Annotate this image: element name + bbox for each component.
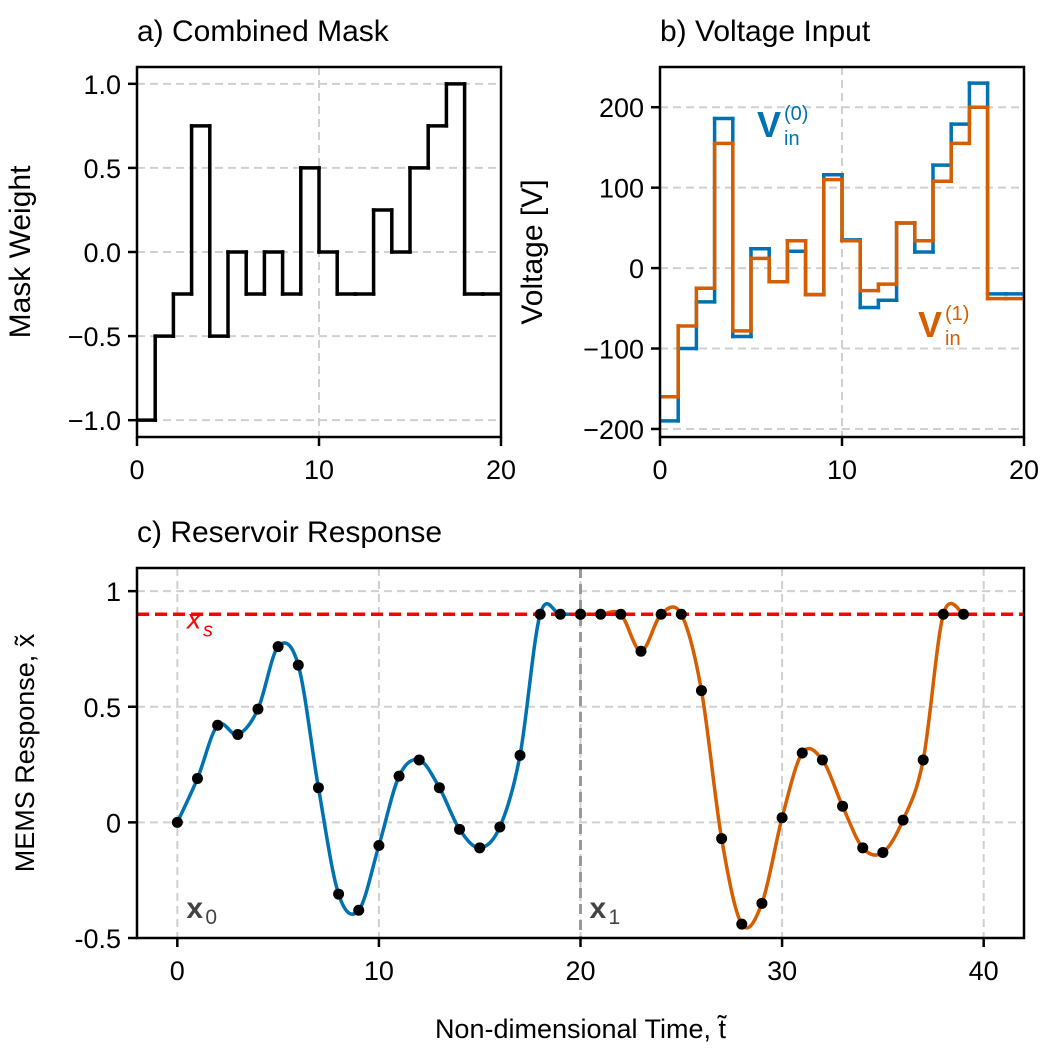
sample-point [937, 608, 949, 620]
sample-point [534, 608, 546, 620]
sample-point [494, 821, 506, 833]
y-tick-label: 1.0 [83, 70, 121, 100]
sample-point [191, 772, 203, 784]
legend-label: V [918, 304, 942, 345]
sample-point [635, 645, 647, 657]
x-tick-label: 10 [364, 956, 394, 986]
x-tick-label: 0 [129, 455, 144, 485]
sample-point [917, 754, 929, 766]
x-axis-label: Non-dimensional Time, t̃ [435, 1014, 728, 1044]
sample-point [454, 823, 466, 835]
sample-point [655, 608, 667, 620]
plot-frame [135, 566, 1026, 940]
y-tick-label: 1 [106, 577, 121, 607]
x-tick-label: 20 [1009, 455, 1039, 485]
sample-point [514, 749, 526, 761]
x-tick-label: 0 [652, 455, 667, 485]
sample-point [554, 608, 566, 620]
region-label: x [186, 892, 203, 925]
x-tick-label: 20 [565, 956, 595, 986]
sample-point [413, 754, 425, 766]
sample-point [393, 770, 405, 782]
x-tick-label: 30 [767, 956, 797, 986]
sample-point [575, 608, 586, 620]
sample-point [756, 897, 768, 909]
y-tick-label: −100 [583, 335, 644, 365]
y-tick-label: 100 [599, 174, 644, 204]
chart-title: a) Combined Mask [137, 15, 390, 48]
y-axis-label: MEMS Response, x̃ [10, 633, 40, 872]
sample-point [958, 608, 970, 620]
y-axis-label: Mask Weight [4, 165, 37, 339]
region-label-sub: 0 [205, 906, 217, 929]
chart-title: c) Reservoir Response [137, 516, 442, 549]
sample-point [615, 608, 627, 620]
sample-point [857, 842, 869, 854]
plot-frame [135, 65, 503, 439]
sample-point [353, 904, 365, 916]
y-tick-label: 0.5 [83, 154, 121, 184]
y-tick-label: 0.0 [83, 238, 121, 268]
chart-title: b) Voltage Input [660, 15, 871, 48]
sample-point [796, 747, 808, 759]
sample-point [272, 641, 284, 653]
sample-point [816, 754, 828, 766]
sample-point [695, 685, 707, 697]
y-tick-label: −200 [583, 415, 644, 445]
x-tick-label: 10 [304, 455, 334, 485]
sample-point [675, 608, 687, 620]
sample-point [292, 659, 304, 671]
y-tick-label: 0.5 [83, 693, 121, 723]
x-tick-label: 40 [969, 956, 999, 986]
sample-point [595, 608, 607, 620]
sample-point [897, 814, 909, 826]
sample-point [252, 703, 264, 715]
plot-area [137, 82, 501, 422]
legend-label-sup: (0) [784, 103, 808, 125]
y-tick-label: 0 [629, 254, 644, 284]
plot-frame [658, 65, 1026, 439]
sample-point [433, 782, 445, 794]
sample-point [716, 833, 728, 845]
sample-point [373, 840, 385, 851]
y-tick-label: -0.5 [74, 924, 121, 954]
sample-point [474, 842, 486, 854]
plot-area [137, 568, 1024, 938]
sample-point [837, 800, 849, 812]
sample-point [232, 729, 244, 740]
sample-point [212, 719, 224, 731]
x-tick-label: 0 [170, 956, 185, 986]
legend-label-sup: (1) [945, 303, 969, 325]
sample-point [776, 812, 788, 824]
threshold-label: x [185, 603, 202, 634]
y-axis-label: Voltage [V] [516, 179, 549, 324]
plot-area [660, 81, 1024, 423]
y-tick-label: 200 [599, 93, 644, 123]
x-tick-label: 20 [486, 455, 516, 485]
sample-point [312, 782, 324, 794]
sample-point [333, 888, 345, 900]
legend-label-sub: in [784, 128, 800, 150]
sample-point [171, 816, 183, 828]
region-label: x [590, 892, 607, 925]
sample-point [877, 846, 889, 858]
y-tick-label: −1.0 [68, 406, 121, 436]
region-label-sub: 1 [609, 906, 621, 929]
y-tick-label: −0.5 [68, 322, 121, 352]
x-tick-label: 10 [827, 455, 857, 485]
legend-label: V [757, 104, 781, 145]
y-tick-label: 0 [106, 808, 121, 838]
sample-point [736, 918, 748, 930]
threshold-label-sub: s [203, 619, 213, 641]
legend-label-sub: in [945, 328, 961, 350]
